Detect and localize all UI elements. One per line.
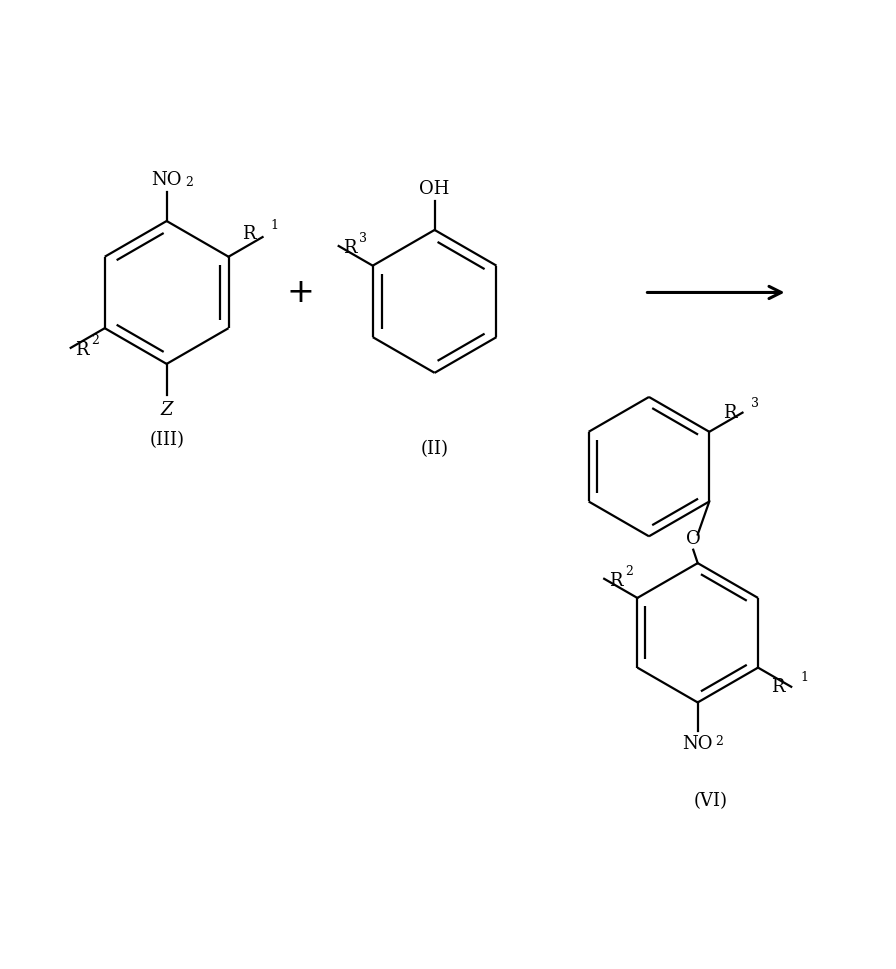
Text: 2: 2 bbox=[91, 334, 99, 347]
Text: NO: NO bbox=[151, 171, 182, 189]
Text: (VI): (VI) bbox=[694, 792, 728, 810]
Text: R: R bbox=[771, 677, 785, 696]
Text: 1: 1 bbox=[271, 219, 279, 232]
Text: R: R bbox=[723, 404, 737, 422]
Text: (II): (II) bbox=[420, 440, 449, 457]
Text: OH: OH bbox=[419, 180, 450, 198]
Text: O: O bbox=[685, 530, 701, 548]
Text: 2: 2 bbox=[716, 735, 723, 748]
Text: R: R bbox=[242, 226, 255, 243]
Text: Z: Z bbox=[160, 401, 173, 420]
Text: 3: 3 bbox=[359, 233, 367, 245]
Text: NO: NO bbox=[683, 735, 713, 753]
Text: 2: 2 bbox=[185, 175, 194, 189]
Text: 2: 2 bbox=[625, 565, 633, 578]
Text: R: R bbox=[343, 238, 357, 257]
Text: R: R bbox=[608, 572, 622, 589]
Text: R: R bbox=[75, 341, 89, 359]
Text: +: + bbox=[287, 276, 314, 309]
Text: 1: 1 bbox=[800, 672, 808, 684]
Text: (III): (III) bbox=[149, 431, 185, 449]
Text: 3: 3 bbox=[752, 397, 760, 410]
